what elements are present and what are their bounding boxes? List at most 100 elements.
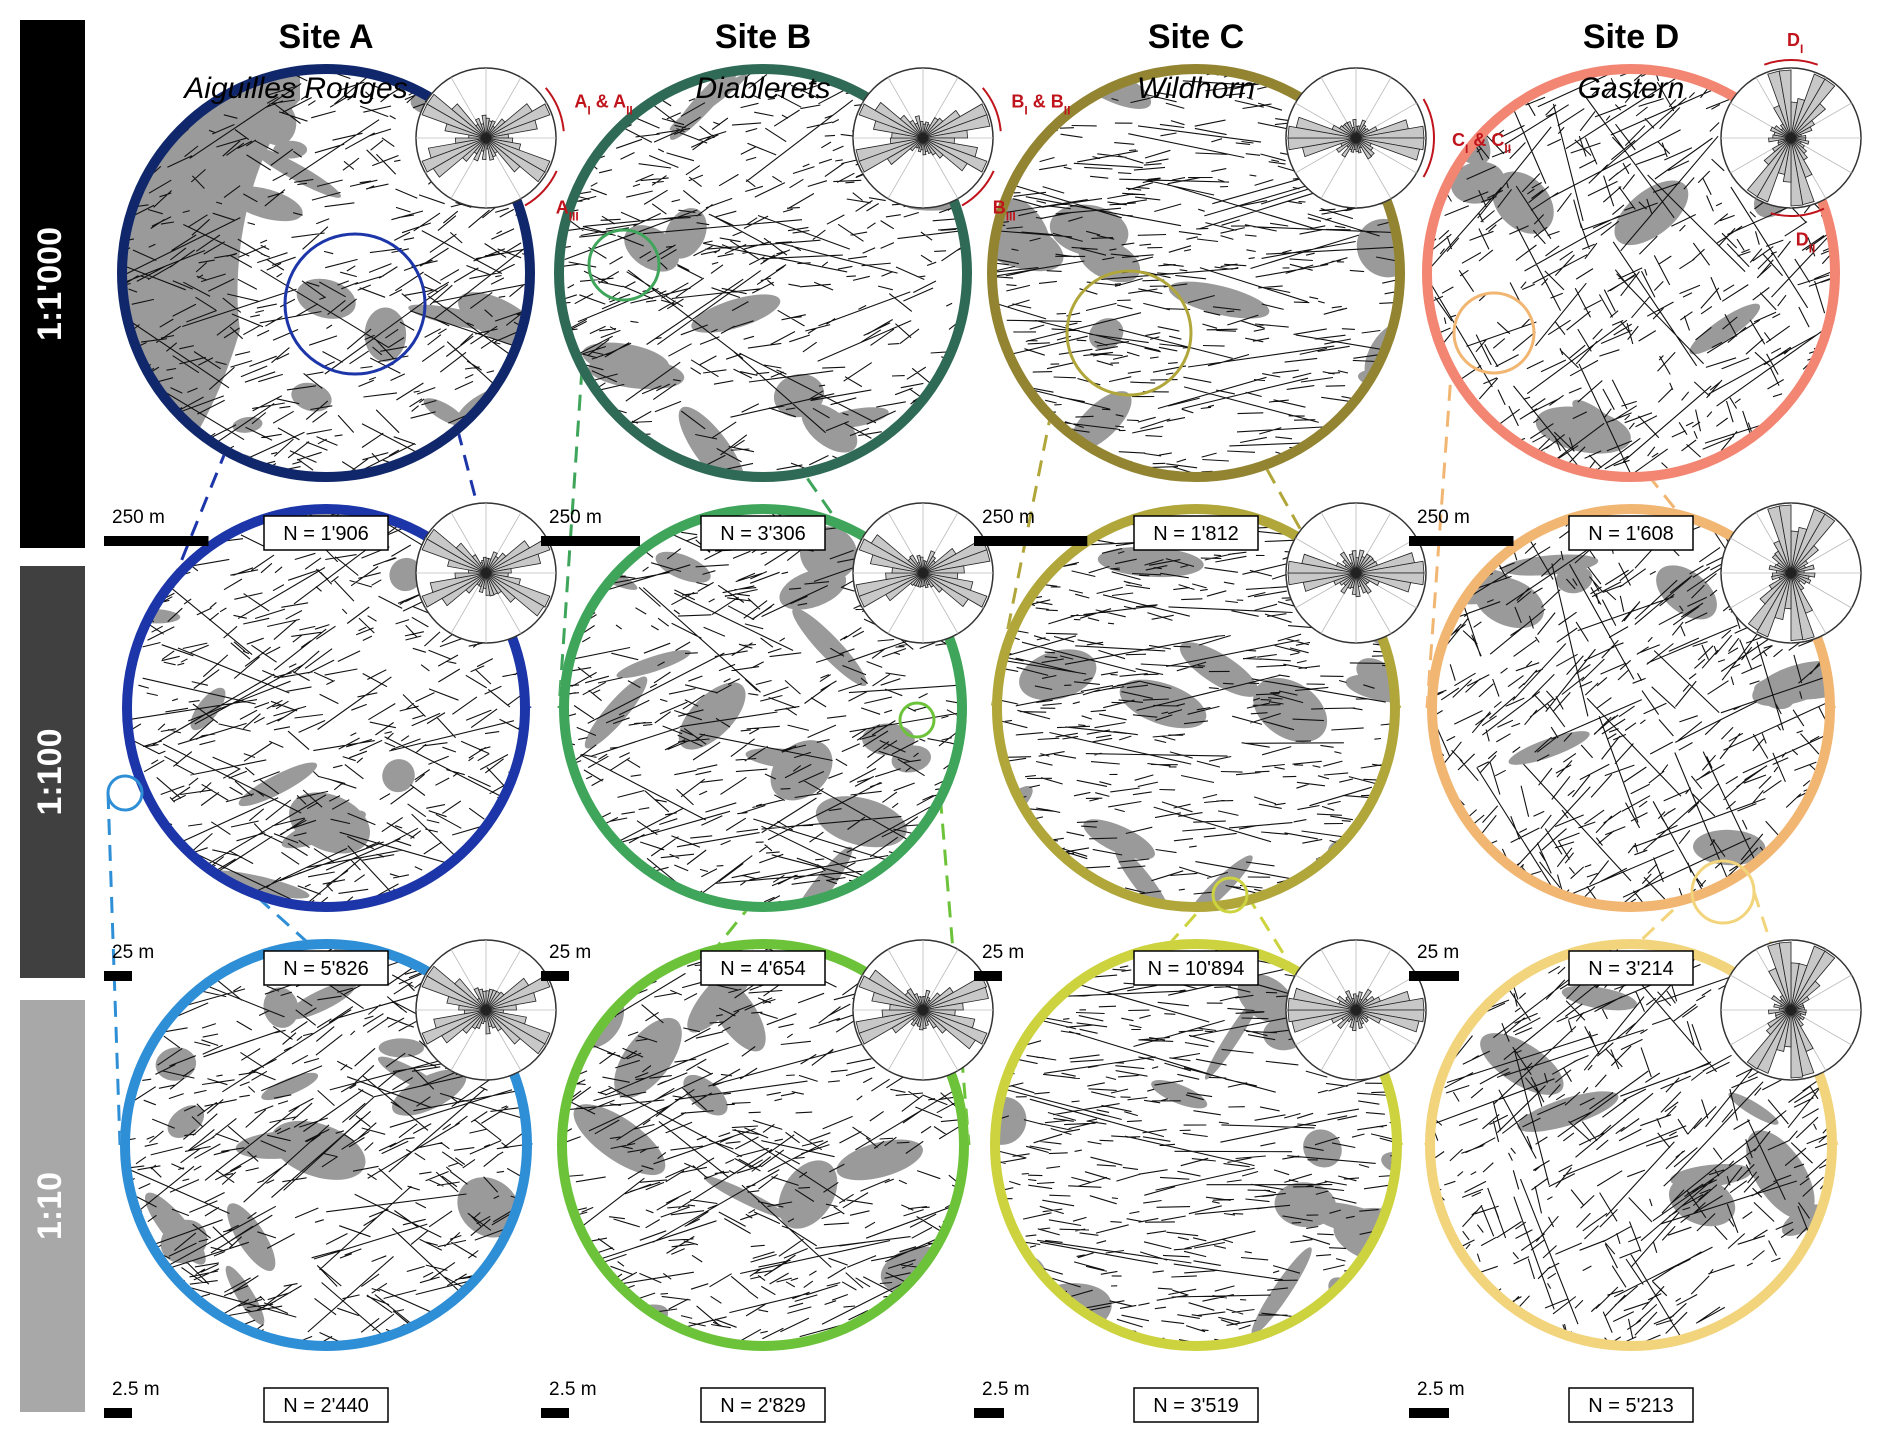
cover-patch bbox=[1555, 565, 1593, 594]
cover-patch bbox=[836, 1139, 923, 1181]
rose-diagram bbox=[1285, 502, 1427, 644]
cover-patch bbox=[1251, 1247, 1312, 1335]
cover-patch bbox=[1561, 985, 1638, 1011]
scale-band-label: 1:10 bbox=[31, 1172, 69, 1240]
cover-patch bbox=[786, 846, 853, 908]
disc-ring bbox=[1422, 64, 1840, 482]
rose-petal bbox=[485, 137, 521, 173]
rose-petal bbox=[920, 996, 924, 1011]
zoom-connector-line bbox=[1425, 332, 1456, 709]
disc-ring bbox=[117, 64, 535, 482]
zoom-target-circle bbox=[1211, 876, 1249, 914]
site-title: Site D bbox=[1583, 18, 1679, 56]
rose-diagram bbox=[1720, 67, 1862, 209]
cover-patch bbox=[392, 1069, 467, 1116]
fracture-set-label: DII bbox=[1796, 230, 1816, 256]
count-box bbox=[263, 950, 389, 986]
cover-patch bbox=[588, 356, 685, 390]
zoom-connector-line bbox=[1189, 332, 1402, 709]
set-arc bbox=[1422, 98, 1435, 178]
zoom-target-circle bbox=[1690, 859, 1756, 925]
rose-petal bbox=[1746, 1009, 1792, 1070]
cover-patch bbox=[778, 1160, 838, 1229]
cover-patch bbox=[614, 1017, 682, 1098]
rose-petal bbox=[481, 114, 487, 139]
count-box bbox=[1133, 950, 1259, 986]
scale-bar-label: 25 m bbox=[982, 942, 1024, 963]
cover-patch bbox=[1668, 1176, 1736, 1227]
cover-patch bbox=[389, 557, 423, 592]
rose-petal bbox=[870, 534, 924, 574]
cover-patch bbox=[824, 407, 889, 429]
cover-patch bbox=[144, 1192, 206, 1265]
disc-content bbox=[126, 508, 526, 908]
fracture-count: N = 3'214 bbox=[1588, 958, 1674, 980]
cover-patch bbox=[616, 649, 691, 679]
scale-bar bbox=[1409, 1408, 1449, 1418]
scale-bar-label: 250 m bbox=[549, 507, 602, 528]
scale-band-1 bbox=[20, 20, 85, 548]
count-box bbox=[700, 950, 826, 986]
cover-patch bbox=[378, 1038, 425, 1058]
count-box bbox=[1133, 1387, 1259, 1423]
cover-patch bbox=[382, 759, 415, 793]
fracture-count: N = 1'906 bbox=[283, 523, 369, 545]
rose-petal bbox=[855, 137, 924, 162]
cover-patch bbox=[1097, 546, 1204, 578]
rose-petal bbox=[1351, 550, 1357, 574]
cover-patch bbox=[624, 225, 680, 272]
cover-patch bbox=[1345, 674, 1396, 703]
fracture-traces bbox=[994, 943, 1398, 1347]
cover-patch bbox=[1083, 819, 1155, 860]
cover-patch bbox=[1321, 875, 1380, 908]
rose-petal bbox=[485, 119, 538, 139]
fracture-count: N = 4'654 bbox=[720, 958, 806, 980]
site-place-name: Diablerets bbox=[695, 72, 830, 105]
cover-patch bbox=[1689, 303, 1761, 355]
rose-petal bbox=[454, 978, 487, 1011]
rose-petal bbox=[919, 121, 924, 139]
set-arc bbox=[524, 170, 558, 207]
cover-patch bbox=[1168, 281, 1270, 319]
fracture-count: N = 5'213 bbox=[1588, 1395, 1674, 1417]
rose-petal bbox=[922, 572, 969, 608]
scale-bar-label: 250 m bbox=[1417, 507, 1470, 528]
cover-patch bbox=[1376, 442, 1401, 469]
cover-patch bbox=[1029, 943, 1073, 980]
scale-bar bbox=[104, 1408, 132, 1418]
zoom-target-circle bbox=[106, 774, 144, 812]
rose-diagram bbox=[415, 502, 557, 644]
rose-petal bbox=[482, 990, 487, 1011]
fracture-count: N = 1'608 bbox=[1588, 523, 1674, 545]
rose-petal bbox=[451, 103, 487, 139]
set-arc bbox=[981, 87, 1002, 132]
cover-patch bbox=[770, 740, 833, 801]
cover-patch bbox=[558, 468, 586, 478]
disc-ring bbox=[990, 939, 1402, 1351]
fracture-count: N = 10'894 bbox=[1148, 958, 1245, 980]
cover-patch bbox=[1335, 446, 1375, 478]
cover-patch bbox=[1740, 1313, 1787, 1347]
rose-petal bbox=[1778, 941, 1792, 1011]
count-box bbox=[1568, 1387, 1694, 1423]
cover-patch bbox=[250, 145, 342, 198]
cover-patch bbox=[155, 1047, 197, 1081]
scale-bar bbox=[974, 536, 1088, 546]
fracture-count: N = 3'519 bbox=[1153, 1395, 1239, 1417]
fracture-set-label: CI & CII bbox=[1452, 130, 1511, 156]
cover-patch bbox=[994, 1096, 1027, 1145]
rose-diagram bbox=[1285, 939, 1427, 1081]
fracture-count: N = 2'829 bbox=[720, 1395, 806, 1417]
cover-patch bbox=[423, 398, 466, 426]
cover-patch bbox=[291, 382, 332, 412]
rose-petal bbox=[1339, 551, 1357, 574]
cover-patch bbox=[273, 140, 308, 159]
disc-ring bbox=[559, 504, 967, 912]
cover-patch bbox=[1517, 1091, 1619, 1132]
scale-bar-label: 25 m bbox=[112, 942, 154, 963]
disc-ring bbox=[120, 939, 532, 1351]
zoom-connector-line bbox=[557, 264, 591, 709]
set-arc bbox=[544, 87, 565, 132]
fracture-set-label: BI & BII bbox=[1011, 92, 1070, 118]
disc-content bbox=[124, 943, 528, 1347]
